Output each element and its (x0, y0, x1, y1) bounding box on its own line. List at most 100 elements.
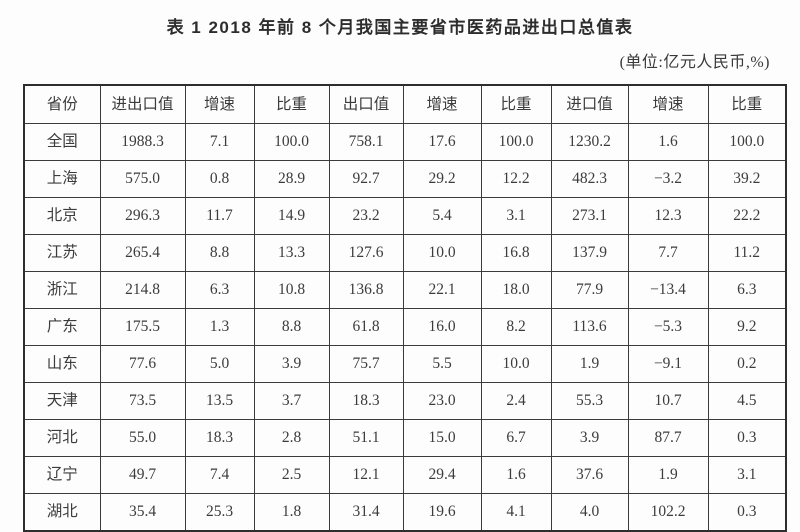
value-cell: 37.6 (550, 456, 629, 494)
value-cell: 16.8 (480, 234, 552, 272)
value-cell: 77.6 (99, 345, 186, 383)
value-cell: 7.7 (627, 234, 709, 272)
value-cell: 13.3 (253, 234, 330, 272)
value-cell: 29.4 (402, 456, 482, 494)
value-cell: 1.8 (253, 493, 330, 532)
value-cell: 265.4 (99, 234, 186, 272)
value-cell: 4.1 (480, 493, 552, 532)
value-cell: 3.1 (707, 456, 787, 494)
value-cell: 296.3 (99, 197, 186, 235)
value-cell: 6.3 (184, 271, 255, 309)
value-cell: 0.2 (707, 345, 787, 383)
value-cell: 12.2 (480, 160, 552, 198)
value-cell: 2.4 (480, 382, 552, 420)
value-cell: 10.7 (627, 382, 709, 420)
table-row: 辽宁 49.7 7.4 2.5 12.1 29.4 1.6 37.6 1.9 3.1 (23, 456, 787, 494)
value-cell: 5.5 (402, 345, 482, 383)
province-cell: 山东 (23, 345, 101, 383)
province-cell: 上海 (23, 160, 101, 198)
value-cell: 49.7 (99, 456, 186, 494)
value-cell: 1.3 (184, 308, 255, 346)
table-row: 浙江 214.8 6.3 10.8 136.8 22.1 18.0 77.9 −13.4 6.3 (23, 271, 787, 309)
value-cell: 10.8 (253, 271, 330, 309)
table-row: 河北 55.0 18.3 2.8 51.1 15.0 6.7 3.9 87.7 0.3 (23, 419, 787, 457)
value-cell: 19.6 (402, 493, 482, 532)
value-cell: 3.7 (253, 382, 330, 420)
table-row: 湖北 35.4 25.3 1.8 31.4 19.6 4.1 4.0 102.2 0.3 (23, 493, 787, 532)
column-header-2: 增速 (184, 84, 255, 124)
value-cell: 273.1 (550, 197, 629, 235)
column-header-9: 比重 (707, 84, 787, 124)
value-cell: 5.4 (402, 197, 482, 235)
value-cell: 3.9 (550, 419, 629, 457)
value-cell: 3.1 (480, 197, 552, 235)
table-row: 北京 296.3 11.7 14.9 23.2 5.4 3.1 273.1 12.3 22.2 (23, 197, 787, 235)
value-cell: 4.5 (707, 382, 787, 420)
value-cell: 23.0 (402, 382, 482, 420)
value-cell: 10.0 (402, 234, 482, 272)
value-cell: 5.0 (184, 345, 255, 383)
value-cell: 4.0 (550, 493, 629, 532)
column-header-3: 比重 (253, 84, 330, 124)
value-cell: 22.1 (402, 271, 482, 309)
value-cell: 12.3 (627, 197, 709, 235)
province-cell: 广东 (23, 308, 101, 346)
unit-note: (单位:亿元人民币,%) (619, 54, 770, 71)
column-header-4: 出口值 (328, 84, 404, 124)
value-cell: 11.7 (184, 197, 255, 235)
value-cell: 22.2 (707, 197, 787, 235)
value-cell: 87.7 (627, 419, 709, 457)
value-cell: 14.9 (253, 197, 330, 235)
value-cell: 17.6 (402, 123, 482, 161)
value-cell: 9.2 (707, 308, 787, 346)
value-cell: 8.8 (184, 234, 255, 272)
value-cell: 55.0 (99, 419, 186, 457)
value-cell: 102.2 (627, 493, 709, 532)
value-cell: −3.2 (627, 160, 709, 198)
data-table: 省份 进出口值 增速 比重 出口值 增速 比重 进口值 增速 比重 全国 1988.3 7.1 100.… (23, 84, 787, 532)
table-row: 江苏 265.4 8.8 13.3 127.6 10.0 16.8 137.9 7.7 11.2 (23, 234, 787, 272)
value-cell: 0.3 (707, 419, 787, 457)
value-cell: 137.9 (550, 234, 629, 272)
table-header-row: 省份 进出口值 增速 比重 出口值 增速 比重 进口值 增速 比重 (23, 84, 787, 124)
value-cell: 175.5 (99, 308, 186, 346)
value-cell: 7.4 (184, 456, 255, 494)
value-cell: 136.8 (328, 271, 404, 309)
province-cell: 天津 (23, 382, 101, 420)
value-cell: 10.0 (480, 345, 552, 383)
value-cell: 2.8 (253, 419, 330, 457)
value-cell: 127.6 (328, 234, 404, 272)
value-cell: 482.3 (550, 160, 629, 198)
value-cell: 0.3 (707, 493, 787, 532)
value-cell: 3.9 (253, 345, 330, 383)
value-cell: 8.8 (253, 308, 330, 346)
value-cell: 75.7 (328, 345, 404, 383)
value-cell: 100.0 (707, 123, 787, 161)
column-header-1: 进出口值 (99, 84, 186, 124)
value-cell: 6.7 (480, 419, 552, 457)
province-cell: 河北 (23, 419, 101, 457)
value-cell: 0.8 (184, 160, 255, 198)
value-cell: 39.2 (707, 160, 787, 198)
table-row: 天津 73.5 13.5 3.7 18.3 23.0 2.4 55.3 10.7 4.5 (23, 382, 787, 420)
value-cell: 23.2 (328, 197, 404, 235)
value-cell: 15.0 (402, 419, 482, 457)
value-cell: 1.6 (480, 456, 552, 494)
value-cell: 18.3 (328, 382, 404, 420)
value-cell: −9.1 (627, 345, 709, 383)
table-row: 上海 575.0 0.8 28.9 92.7 29.2 12.2 482.3 −3.2 39.2 (23, 160, 787, 198)
value-cell: 92.7 (328, 160, 404, 198)
province-cell: 全国 (23, 123, 101, 161)
value-cell: 2.5 (253, 456, 330, 494)
value-cell: 1988.3 (99, 123, 186, 161)
province-cell: 湖北 (23, 493, 101, 532)
province-cell: 辽宁 (23, 456, 101, 494)
province-cell: 北京 (23, 197, 101, 235)
value-cell: 55.3 (550, 382, 629, 420)
column-header-8: 增速 (627, 84, 709, 124)
value-cell: 13.5 (184, 382, 255, 420)
value-cell: 214.8 (99, 271, 186, 309)
table-head: 省份 进出口值 增速 比重 出口值 增速 比重 进口值 增速 比重 (23, 84, 787, 124)
table-row: 全国 1988.3 7.1 100.0 758.1 17.6 100.0 1230.2 1.6 1… (23, 123, 787, 161)
value-cell: 11.2 (707, 234, 787, 272)
